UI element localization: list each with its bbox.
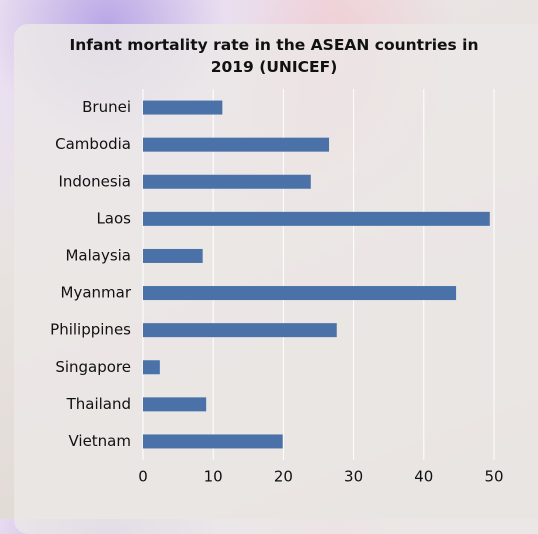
y-tick-label: Laos	[96, 209, 131, 227]
chart: 0 10 20 30 40 50 Brunei Cambodia Indonesia Laos Ma…	[50, 98, 504, 486]
y-tick-label: Brunei	[82, 98, 131, 116]
x-tick-label: 30	[344, 468, 363, 486]
y-tick-label: Indonesia	[58, 172, 131, 190]
bar	[143, 360, 160, 375]
bar	[143, 174, 311, 189]
chart-title: Infant mortality rate in the ASEAN count…	[69, 36, 479, 76]
bar	[143, 434, 283, 449]
y-tick-label: Singapore	[55, 358, 131, 376]
bar	[143, 397, 207, 412]
x-tick-label: 20	[274, 468, 293, 486]
bar	[143, 286, 457, 301]
bar	[143, 137, 330, 152]
y-tick-label: Myanmar	[61, 284, 132, 302]
y-tick-label: Vietnam	[68, 432, 131, 450]
y-tick-label: Malaysia	[65, 246, 131, 264]
x-tick-label: 40	[414, 468, 433, 486]
y-tick-label: Thailand	[66, 395, 131, 413]
y-tick-label: Philippines	[50, 321, 131, 339]
x-tick-label: 10	[204, 468, 223, 486]
bar	[143, 100, 223, 115]
bar	[143, 248, 203, 263]
chart-panel	[14, 24, 538, 534]
bar	[143, 211, 490, 226]
bar	[143, 323, 337, 338]
x-tick-label: 0	[138, 468, 148, 486]
y-tick-label: Cambodia	[55, 135, 131, 153]
x-tick-label: 50	[484, 468, 503, 486]
